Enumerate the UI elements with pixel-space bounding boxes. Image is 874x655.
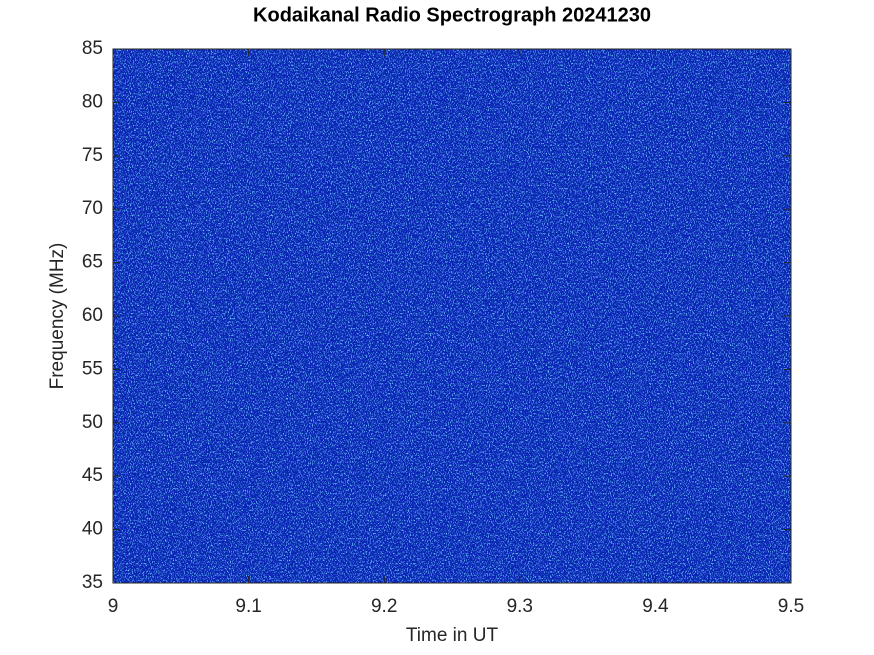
x-tick-label: 9.2 (371, 596, 397, 617)
plot-area (113, 49, 791, 583)
y-tick-label: 40 (82, 519, 103, 540)
x-tick-label: 9 (108, 596, 119, 617)
y-tick-label: 55 (82, 358, 103, 379)
y-tick-label: 35 (82, 572, 103, 593)
y-tick-label: 85 (82, 38, 103, 59)
x-tick-label: 9.1 (235, 596, 261, 617)
spectrogram-bright-noise (113, 49, 791, 583)
x-axis-label: Time in UT (406, 625, 499, 646)
y-tick-label: 45 (82, 465, 103, 486)
x-tick-label: 9.4 (642, 596, 669, 617)
y-axis-label: Frequency (MHz) (47, 243, 68, 390)
y-tick-label: 50 (82, 412, 103, 433)
x-tick-label: 9.3 (507, 596, 533, 617)
y-tick-label: 80 (82, 91, 103, 112)
y-tick-label: 70 (82, 198, 103, 219)
x-tick-label: 9.5 (778, 596, 804, 617)
y-tick-label: 60 (82, 305, 103, 326)
y-tick-label: 75 (82, 145, 103, 166)
chart-title: Kodaikanal Radio Spectrograph 20241230 (253, 4, 651, 26)
y-tick-label: 65 (82, 252, 103, 273)
